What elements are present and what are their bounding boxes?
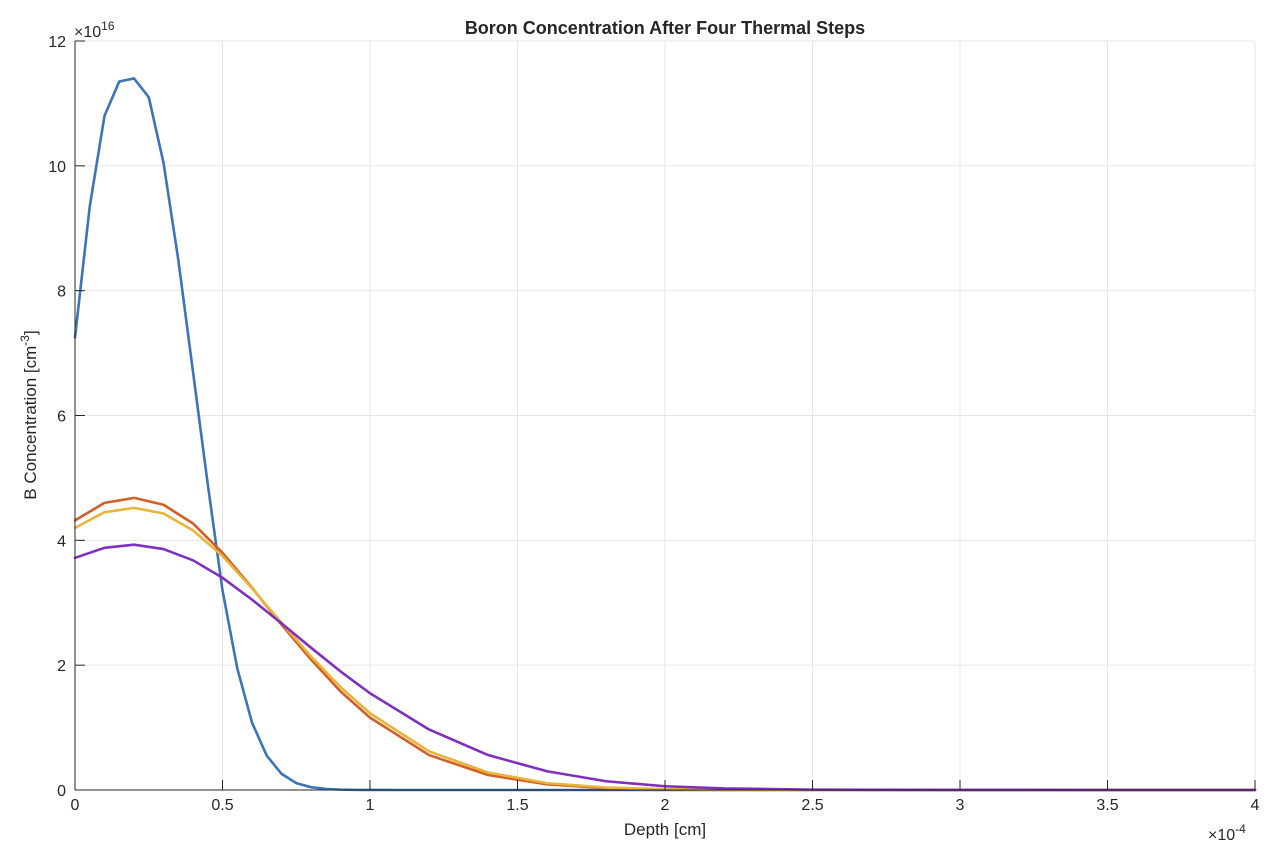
x-tick-label: 3.5 <box>1096 797 1118 814</box>
y-tick-label: 10 <box>48 159 66 176</box>
y-tick-label: 8 <box>57 284 66 301</box>
x-axis-label: Depth [cm] <box>624 820 706 839</box>
x-multiplier-base: ×10 <box>1208 827 1235 844</box>
x-tick-label: 0 <box>71 797 80 814</box>
x-tick-label: 0.5 <box>211 797 233 814</box>
x-tick-label: 2.5 <box>801 797 823 814</box>
y-tick-label: 2 <box>57 658 66 675</box>
y-axis-label-exponent: -3 <box>18 335 32 346</box>
x-multiplier-exponent: -4 <box>1235 822 1246 836</box>
grid <box>75 40 1256 790</box>
axes: 0 0.5 1 1.5 2 2.5 3 3.5 4 0 2 4 6 8 10 12 <box>48 34 1259 814</box>
x-tick-label: 2 <box>661 797 670 814</box>
x-tick-label: 1 <box>366 797 375 814</box>
y-multiplier-base: ×10 <box>74 24 101 41</box>
series-line-4 <box>73 543 1257 792</box>
y-multiplier-exponent: 16 <box>101 19 115 33</box>
y-tick-label: 6 <box>57 409 66 426</box>
y-tick-label: 0 <box>57 783 66 800</box>
x-axis-multiplier: ×10-4 <box>1208 822 1246 844</box>
x-tick-label: 1.5 <box>506 797 528 814</box>
y-axis-label-base: B Concentration [cm <box>21 346 40 500</box>
chart-title: Boron Concentration After Four Thermal S… <box>465 18 865 38</box>
y-tick-label: 12 <box>48 34 66 51</box>
y-tick-label: 4 <box>57 533 66 550</box>
y-axis-multiplier: ×1016 <box>74 19 115 41</box>
x-tick-label: 3 <box>956 797 965 814</box>
y-axis-label-close: ] <box>21 330 40 335</box>
y-axis-label: B Concentration [cm-3] <box>18 330 40 499</box>
x-tick-label: 4 <box>1251 797 1260 814</box>
